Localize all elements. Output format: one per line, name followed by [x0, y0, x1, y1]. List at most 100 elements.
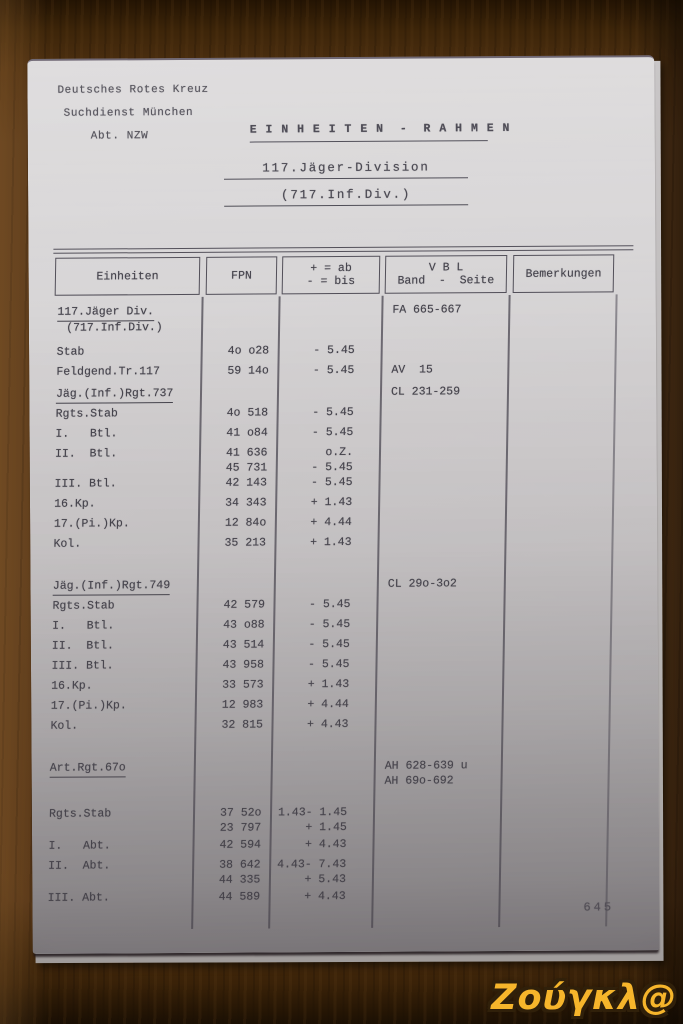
vbl-reference: CL 29o-3o2	[387, 577, 457, 591]
units-table: Einheiten FPN + = ab - = bis V B L Band …	[42, 245, 635, 929]
vbl-reference	[377, 535, 504, 556]
fpn-number: 43 958	[222, 658, 265, 672]
division-subtitle: (717.Inf.Div.)	[224, 187, 469, 207]
vbl-reference	[379, 425, 506, 446]
unit-name: II. Abt.	[48, 859, 111, 873]
document-title: E I N H E I T E N - R A H M E N	[249, 122, 510, 143]
letterhead-department: Suchdienst München	[63, 106, 194, 120]
fpn-number: 44 589	[218, 890, 261, 904]
vbl-reference	[376, 637, 503, 658]
vbl-reference	[378, 495, 505, 516]
unit-name: I. Abt.	[48, 839, 111, 853]
vbl-reference	[379, 405, 506, 426]
fpn-number: 12 84o	[224, 516, 267, 530]
header-vbl: V B L Band - Seite	[384, 254, 508, 294]
date-value: - 5.45	[312, 405, 354, 420]
unit-name: 117.Jäger Div. (717.Inf.Div.)	[57, 305, 163, 335]
table-row: 117.Jäger Div. (717.Inf.Div.) FA 665-667	[52, 302, 634, 340]
date-value: + 4.43	[304, 837, 347, 852]
fpn-number: 43 514	[222, 638, 265, 652]
division-title: 117.Jäger-Division	[223, 160, 469, 180]
date-value: - 5.45	[307, 657, 350, 672]
fpn-number: 33 573	[222, 678, 264, 692]
date-value	[278, 304, 382, 339]
fpn-number: 12 983	[221, 698, 264, 712]
vbl-reference	[376, 597, 503, 618]
fpn-number: 42 579	[223, 598, 266, 612]
date-value: - 5.45	[312, 363, 355, 378]
vbl-reference	[379, 445, 506, 476]
unit-name: Rgts.Stab	[48, 807, 112, 821]
date-value	[274, 578, 377, 599]
table-row: Art.Rgt.67o AH 628-639 u AH 69o-692	[44, 758, 626, 802]
unit-name: Art.Rgt.67o	[44, 761, 194, 802]
date-value	[270, 760, 374, 801]
unit-name: 17.(Pi.)Kp.	[50, 699, 127, 713]
date-value: + 1.43	[307, 677, 350, 692]
header-fpn: FPN	[205, 256, 278, 295]
date-value: + 1.43	[310, 495, 353, 510]
unit-name: II. Btl.	[54, 447, 118, 461]
fpn-number: 4o 518	[226, 406, 269, 420]
vbl-reference	[372, 837, 499, 858]
fpn-number: 41 636 45 731	[225, 446, 268, 475]
unit-name: Jäg.(Inf.)Rgt.749	[48, 579, 197, 600]
fpn-number	[200, 386, 277, 406]
unit-name: III. Btl.	[54, 477, 117, 491]
fpn-number: 34 343	[225, 496, 267, 510]
page-number: 645	[583, 900, 615, 915]
unit-name: Rgts.Stab	[52, 599, 115, 613]
vbl-reference	[373, 805, 500, 836]
vbl-reference	[372, 857, 499, 888]
fpn-number: 59 14o	[227, 364, 269, 378]
table-row: II. Abt. 38 642 44 335 4.43- 7.43 + 5.43	[43, 856, 624, 890]
fpn-number: 37 52o 23 797	[219, 806, 262, 835]
table-row: Rgts.Stab 37 52o 23 797 1.43- 1.45 + 1.45	[44, 804, 625, 838]
vbl-reference	[375, 677, 502, 698]
date-value: 4.43- 7.43 + 5.43	[277, 857, 347, 886]
vbl-reference: AH 628-639 u AH 69o-692	[384, 759, 468, 788]
vbl-reference: CL 231-259	[390, 385, 461, 399]
date-value: o.Z. - 5.45	[311, 445, 354, 474]
date-value: + 4.44	[307, 697, 349, 712]
vbl-reference	[380, 343, 507, 364]
unit-name: I. Btl.	[55, 427, 118, 441]
unit-name: III. Abt.	[47, 891, 110, 905]
fpn-number: 35 213	[224, 536, 267, 550]
date-value: + 4.44	[310, 515, 352, 530]
letterhead-organization: Deutsches Rotes Kreuz	[57, 83, 209, 97]
unit-name: I. Btl.	[52, 619, 115, 633]
vbl-reference	[374, 717, 501, 738]
fpn-number	[201, 304, 279, 338]
date-value: + 1.43	[309, 535, 352, 550]
fpn-number: 41 o84	[226, 426, 268, 440]
vbl-reference: FA 665-667	[392, 303, 462, 317]
fpn-number: 38 642 44 335	[218, 858, 261, 887]
date-value: + 4.43	[304, 889, 346, 904]
unit-name: Rgts.Stab	[55, 407, 118, 421]
letterhead-section: Abt. NZW	[90, 130, 149, 143]
date-value: 1.43- 1.45 + 1.45	[277, 805, 348, 834]
table-row: II. Btl. 41 636 45 731 o.Z. - 5.45	[50, 444, 631, 478]
unit-name: Jäg.(Inf.)Rgt.737	[51, 387, 200, 408]
date-value	[277, 386, 380, 407]
unit-name: Kol.	[50, 719, 79, 733]
unit-name: 17.(Pi.)Kp.	[53, 517, 130, 531]
vbl-reference	[376, 617, 503, 638]
vbl-reference: AV 15	[391, 363, 433, 377]
table-body: 117.Jäger Div. (717.Inf.Div.) FA 665-667 St…	[42, 294, 634, 929]
date-value: - 5.45	[308, 597, 351, 612]
unit-name: III. Btl.	[51, 659, 114, 673]
date-value: - 5.45	[313, 343, 355, 358]
fpn-number	[197, 578, 274, 598]
header-dates: + = ab - = bis	[281, 255, 381, 295]
date-value: + 4.43	[306, 717, 349, 732]
table-header: Einheiten FPN + = ab - = bis V B L Band …	[53, 250, 635, 298]
fpn-number	[193, 760, 271, 800]
vbl-reference	[378, 475, 505, 496]
unit-name: 16.Kp.	[54, 497, 96, 511]
table-row: Kol. 32 815 + 4.43	[45, 716, 626, 740]
vbl-reference	[375, 697, 502, 718]
header-bemerkungen: Bemerkungen	[512, 254, 615, 293]
